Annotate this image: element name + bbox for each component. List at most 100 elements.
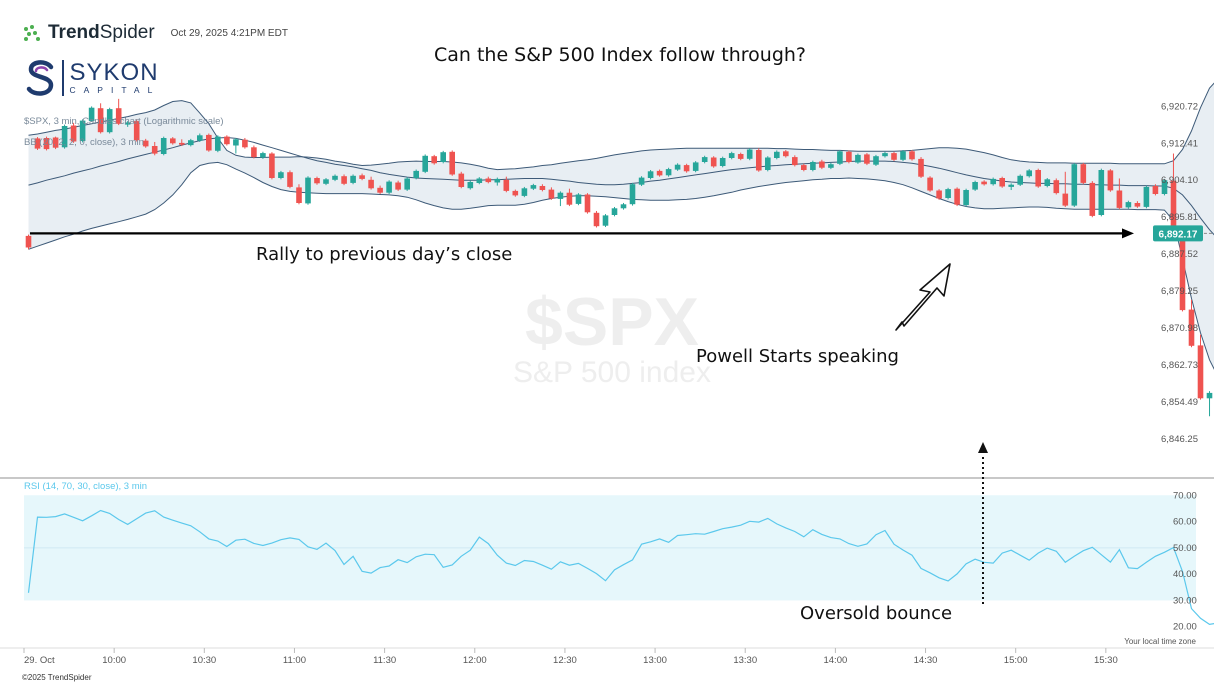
- candle-body: [1089, 182, 1096, 216]
- price-tick-label: 6,920.72: [1161, 101, 1198, 112]
- chart-timestamp: Oct 29, 2025 4:21PM EDT: [170, 27, 288, 39]
- candle-body: [954, 188, 960, 205]
- candle-body: [638, 177, 645, 185]
- annotation-overlay: [30, 228, 1134, 604]
- candle-body: [846, 151, 852, 162]
- candle-body: [1179, 227, 1186, 311]
- price-tick-label: 6,904.10: [1161, 175, 1198, 186]
- time-tick-label: 29. Oct: [24, 655, 55, 666]
- time-tick-label: 12:30: [553, 655, 577, 666]
- oversold-arrow-head: [978, 442, 988, 453]
- candle-body: [1161, 180, 1168, 194]
- powell-annotation: Powell Starts speaking: [696, 346, 899, 367]
- bollinger-fill: [28, 83, 1214, 369]
- candle-body: [43, 138, 50, 150]
- rsi-tick-label: 70.00: [1173, 490, 1197, 501]
- candles: [25, 98, 1213, 417]
- candle-body: [891, 153, 897, 160]
- brand-bold: Trend: [48, 22, 100, 43]
- candle-body: [476, 178, 483, 183]
- candle-body: [485, 178, 492, 183]
- candle-body: [233, 139, 239, 146]
- sykon-sub: CAPITAL: [69, 85, 161, 95]
- price-tick-label: 6,854.49: [1161, 397, 1198, 408]
- sykon-s-icon: [26, 60, 54, 96]
- candle-body: [855, 154, 861, 163]
- candle-body: [251, 147, 257, 158]
- candle-body: [350, 175, 356, 183]
- candle-body: [88, 107, 95, 121]
- candle-body: [52, 137, 59, 148]
- candle-body: [1125, 202, 1132, 208]
- candle-body: [512, 190, 519, 196]
- candle-body: [1080, 164, 1087, 183]
- candle-body: [873, 156, 879, 165]
- bollinger-lower-line: [28, 161, 1214, 370]
- candle-body: [25, 235, 32, 248]
- candle-body: [990, 178, 996, 185]
- candle-body: [179, 142, 185, 145]
- candle-body: [314, 178, 320, 184]
- candle-body: [160, 138, 167, 154]
- candle-body: [981, 181, 987, 185]
- sykon-wordmark: SYKON CAPITAL: [69, 61, 161, 96]
- candle-body: [332, 175, 338, 180]
- sykon-divider: [62, 60, 64, 96]
- price-tick-label: 6,870.98: [1161, 323, 1198, 334]
- candle-body: [115, 108, 122, 124]
- candle-body: [602, 215, 609, 226]
- candle-body: [999, 178, 1005, 187]
- candle-body: [79, 120, 86, 141]
- rsi-tick-label: 30.00: [1173, 595, 1197, 606]
- candle-body: [440, 152, 446, 162]
- powell-arrow-icon: [895, 263, 951, 331]
- instrument-label[interactable]: $SPX, 3 min, Candles chart (Logarithmic …: [24, 116, 224, 127]
- candle-body: [1008, 184, 1014, 187]
- candle-body: [945, 189, 951, 198]
- candle-body: [575, 194, 582, 204]
- candle-body: [197, 135, 203, 141]
- candle-body: [1206, 392, 1213, 399]
- candle-body: [1098, 170, 1105, 215]
- candle-body: [1152, 186, 1159, 194]
- time-tick-label: 15:00: [1004, 655, 1028, 666]
- bollinger-upper-line: [28, 82, 1214, 171]
- rsi-label[interactable]: RSI (14, 70, 30, close), 3 min: [24, 481, 148, 492]
- candle-body: [918, 158, 924, 177]
- time-tick-label: 11:30: [373, 655, 396, 666]
- candle-body: [269, 153, 275, 178]
- candle-body: [151, 146, 158, 154]
- time-tick-label: 13:00: [643, 655, 667, 666]
- candle-body: [278, 172, 284, 178]
- watermark-symbol: $SPX: [525, 284, 699, 360]
- candle-body: [1062, 193, 1069, 206]
- candle-body: [422, 155, 428, 172]
- rsi-tick-label: 50.00: [1173, 543, 1197, 554]
- candle-body: [1197, 345, 1204, 399]
- candle-body: [323, 179, 329, 184]
- bollinger-middle-line: [28, 136, 1214, 236]
- candle-body: [665, 169, 672, 176]
- candle-body: [188, 140, 194, 146]
- candle-body: [864, 154, 870, 164]
- candle-body: [927, 177, 933, 191]
- candle-body: [882, 153, 888, 157]
- candle-body: [1053, 180, 1060, 194]
- candle-body: [395, 182, 401, 190]
- candle-body: [97, 108, 104, 133]
- bollinger-bands: [28, 82, 1214, 370]
- candle-body: [1143, 186, 1150, 207]
- candle-body: [1107, 170, 1114, 191]
- candle-body: [377, 187, 383, 193]
- candle-body: [1170, 180, 1177, 228]
- candle-body: [909, 151, 915, 160]
- bollinger-label[interactable]: BB (20, 2, 2, 0, close), 3 min: [24, 137, 144, 148]
- candle-body: [810, 162, 816, 170]
- candle-body: [1071, 164, 1078, 206]
- rsi-panel: 20.00 30.00 40.00 50.00 60.00 70.00: [24, 490, 1214, 633]
- candle-body: [61, 126, 68, 148]
- candle-body: [458, 173, 465, 187]
- candle-body: [936, 190, 942, 199]
